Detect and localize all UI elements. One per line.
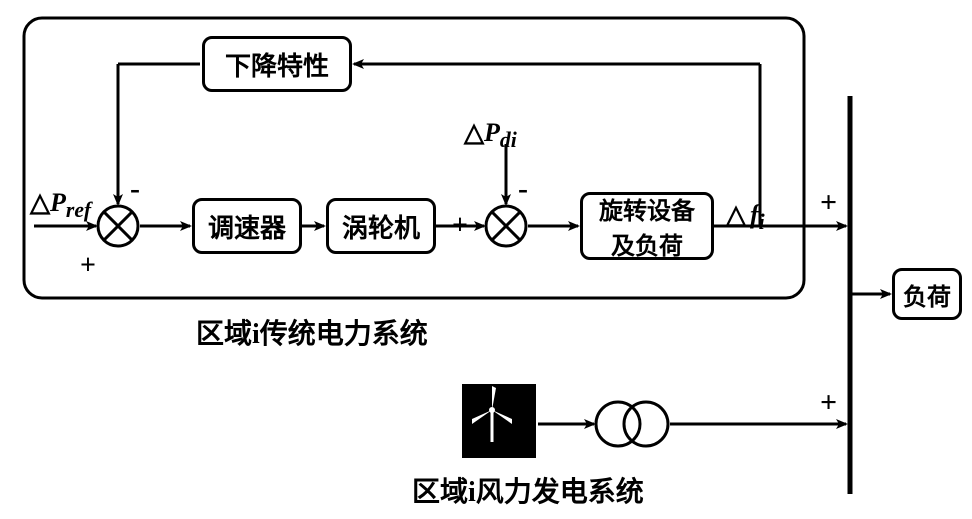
load-label: 负荷 — [903, 277, 951, 312]
bus-plus-2: + — [820, 386, 837, 420]
caption-traditional: 区域i传统电力系统 — [196, 312, 428, 352]
turbine-label: 涡轮机 — [342, 208, 420, 245]
sum1-plus-sign: + — [80, 250, 96, 282]
rotload-label-2: 及负荷 — [599, 226, 695, 261]
sum1-minus-sign: - — [130, 172, 140, 206]
transformer-symbol — [596, 402, 668, 446]
droop-block: 下降特性 — [202, 36, 352, 92]
summer-1 — [98, 206, 138, 246]
sum2-plus-sign: + — [452, 210, 468, 242]
delta-fi-label: △fi — [726, 200, 765, 235]
governor-block: 调速器 — [192, 198, 302, 254]
sum2-minus-sign: - — [518, 172, 528, 206]
rotload-label-1: 旋转设备 — [599, 191, 695, 226]
load-block: 负荷 — [892, 268, 962, 320]
delta-pref-label: △Pref — [30, 188, 91, 223]
bus-plus-1: + — [820, 186, 837, 220]
summer-2 — [486, 206, 526, 246]
turbine-block: 涡轮机 — [326, 198, 436, 254]
wind-turbine-icon — [462, 384, 536, 458]
governor-label: 调速器 — [208, 208, 286, 245]
signal-arrows — [34, 64, 890, 424]
delta-pdi-label: △Pdi — [464, 118, 517, 153]
rotating-load-block: 旋转设备 及负荷 — [580, 192, 714, 260]
droop-label: 下降特性 — [225, 46, 329, 83]
caption-wind: 区域i风力发电系统 — [412, 470, 644, 510]
